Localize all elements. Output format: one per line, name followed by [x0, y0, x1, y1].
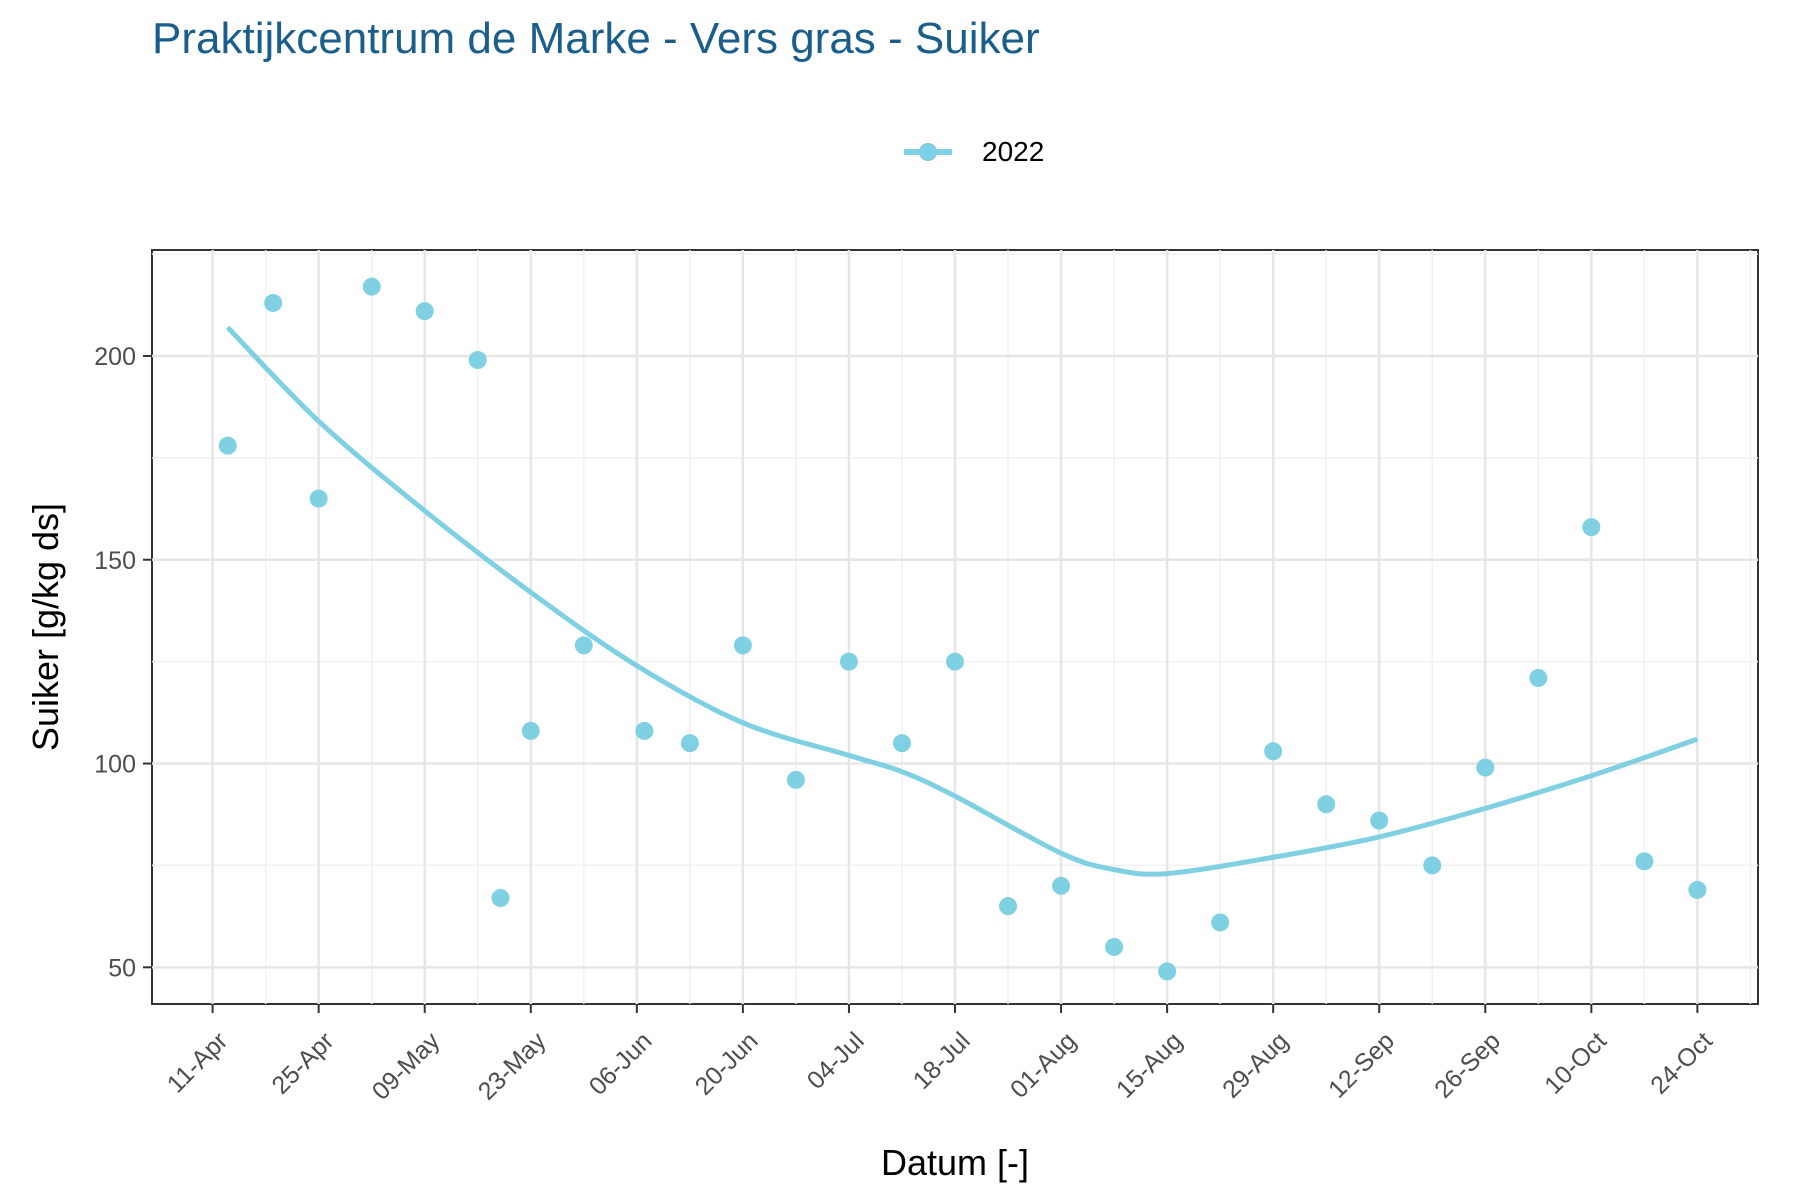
data-point: [733, 636, 752, 655]
data-point: [1105, 937, 1124, 956]
data-point: [468, 351, 487, 370]
y-axis-title: Suiker [g/kg ds]: [25, 503, 66, 751]
data-point: [680, 734, 699, 753]
data-point: [635, 721, 654, 740]
x-axis-title: Datum [-]: [881, 1142, 1029, 1183]
data-point: [264, 293, 283, 312]
trend-line-group: [225, 325, 1699, 877]
legend: 2022: [900, 132, 1044, 172]
data-point: [999, 897, 1018, 916]
data-point: [892, 734, 911, 753]
data-point: [1370, 811, 1389, 830]
x-tick-label: 04-Jul: [802, 1027, 870, 1095]
data-point: [1476, 758, 1495, 777]
data-point: [1688, 880, 1707, 899]
y-tick-label: 150: [94, 547, 136, 575]
data-point: [362, 277, 381, 296]
x-tick-label: 15-Aug: [1111, 1027, 1188, 1104]
data-point: [1635, 852, 1654, 871]
trend-line: [225, 325, 1699, 877]
x-tick-label: 20-Jun: [690, 1027, 764, 1101]
x-tick-label: 24-Oct: [1645, 1027, 1718, 1100]
data-point: [574, 636, 593, 655]
data-point: [1052, 876, 1071, 895]
data-point: [1158, 962, 1177, 981]
y-tick-label: 100: [94, 751, 136, 779]
data-point: [521, 721, 540, 740]
data-point: [415, 302, 434, 321]
legend-label: 2022: [982, 136, 1045, 167]
data-point: [839, 652, 858, 671]
x-tick-label: 18-Jul: [908, 1027, 976, 1095]
x-tick-label: 12-Sep: [1323, 1027, 1400, 1104]
data-point: [786, 770, 805, 789]
x-tick-label: 29-Aug: [1217, 1027, 1294, 1104]
data-point: [1211, 913, 1230, 932]
x-tick-label: 26-Sep: [1429, 1027, 1506, 1104]
chart-title: Praktijkcentrum de Marke - Vers gras - S…: [152, 14, 1040, 63]
x-tick-label: 10-Oct: [1539, 1027, 1612, 1100]
y-tick-label: 200: [94, 343, 136, 371]
x-tick-label: 01-Aug: [1005, 1027, 1082, 1104]
x-tick-label: 11-Apr: [162, 1027, 234, 1099]
x-tick-label: 09-May: [367, 1027, 446, 1106]
x-tick-label: 25-Apr: [266, 1027, 339, 1100]
data-point: [491, 889, 510, 908]
x-tick-label: 23-May: [473, 1027, 552, 1106]
data-point: [1264, 742, 1283, 761]
x-tick-label: 06-Jun: [584, 1027, 658, 1101]
points-group: [218, 277, 1707, 981]
data-point: [1582, 518, 1601, 537]
data-point: [309, 489, 328, 508]
data-point: [1423, 856, 1442, 875]
data-point: [946, 652, 964, 671]
legend-key-icon: [900, 132, 956, 172]
data-point: [1317, 795, 1336, 814]
data-point: [218, 436, 237, 455]
data-point: [1529, 668, 1548, 687]
y-tick-label: 50: [108, 954, 136, 982]
